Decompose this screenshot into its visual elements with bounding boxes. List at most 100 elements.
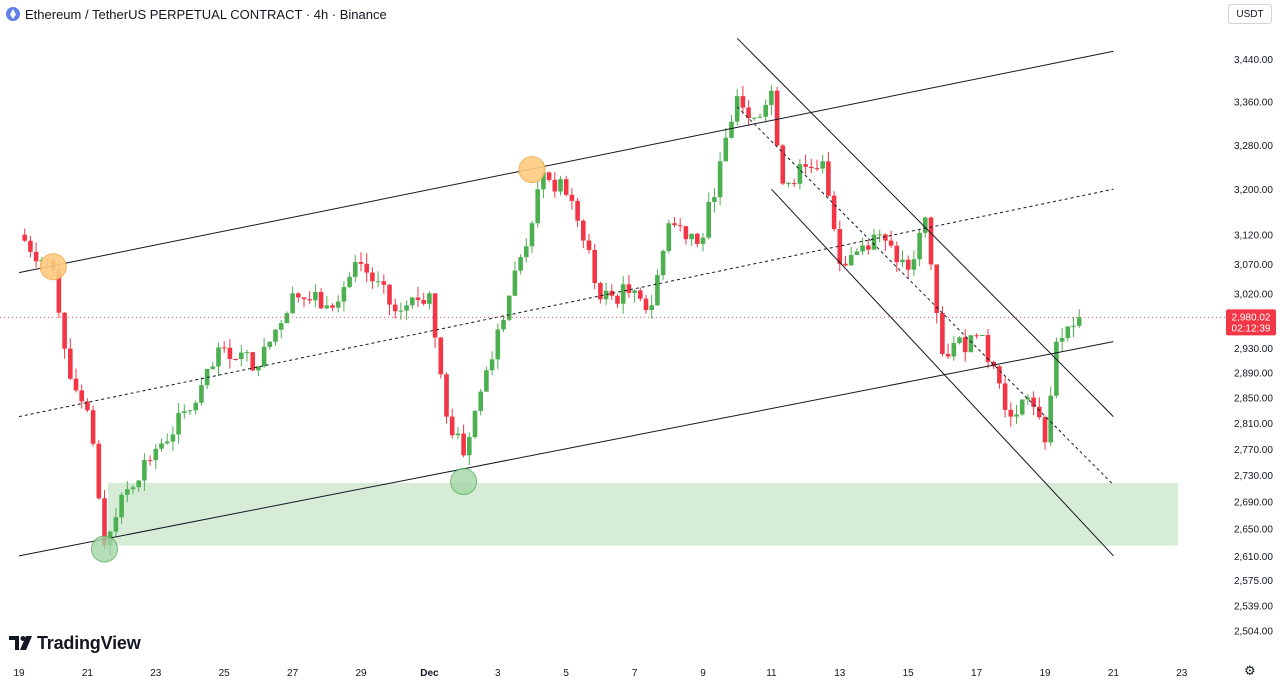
candle-body [677, 225, 683, 227]
candle-body [945, 353, 951, 357]
currency-button[interactable]: USDT [1228, 4, 1272, 24]
candle-body [774, 90, 780, 146]
tradingview-brand[interactable]: TradingView [9, 632, 141, 654]
candle-body [284, 313, 290, 324]
candle-body [455, 433, 461, 436]
candle-body [290, 293, 295, 314]
y-tick-label: 2,650.00 [1234, 524, 1273, 535]
candle-body [609, 290, 615, 296]
candle-body [484, 370, 489, 392]
candle-body [592, 249, 597, 284]
candle-body [56, 269, 62, 313]
candle-body [740, 96, 746, 108]
candle-body [467, 437, 472, 456]
ascending-channel-upper[interactable] [18, 50, 1114, 274]
candle-body [535, 189, 540, 224]
candle-body [187, 410, 193, 412]
candle-body [216, 347, 221, 367]
last-price-value: 2,980.02 [1232, 312, 1271, 323]
candle-body [991, 361, 996, 367]
descending-channel-lower[interactable] [771, 188, 1114, 557]
candle-body [962, 337, 968, 353]
y-tick-label: 3,440.00 [1234, 55, 1273, 66]
price-countdown: 02:12:39 [1232, 323, 1271, 334]
candle-body [780, 145, 786, 184]
descending-channel-middle[interactable] [736, 106, 1114, 486]
y-tick-label: 3,120.00 [1234, 231, 1273, 242]
candle-body [769, 90, 774, 105]
candle-body [546, 172, 552, 180]
candle-body [233, 358, 238, 360]
y-tick-label: 2,539.00 [1234, 601, 1273, 612]
candle-body [210, 366, 216, 369]
ascending-channel-middle[interactable] [18, 188, 1114, 418]
tradingview-wordmark: TradingView [37, 632, 141, 653]
candle-body [353, 262, 358, 277]
candle-body [324, 305, 330, 309]
candle-body [957, 337, 962, 343]
y-tick-label: 3,020.00 [1234, 289, 1273, 300]
candle-body [529, 223, 535, 247]
candle-body [860, 245, 865, 252]
candle-body [985, 334, 991, 362]
candle-body [73, 378, 79, 391]
candle-body [848, 255, 854, 266]
pivot-high-marker [39, 253, 67, 281]
candle-body [660, 250, 666, 276]
candle-body [518, 257, 523, 271]
ascending-channel-lower[interactable] [18, 341, 1114, 557]
candle-body [506, 295, 512, 320]
candle-body [1014, 414, 1019, 417]
candle-body [28, 240, 33, 252]
candle-body [683, 226, 689, 240]
x-tick-label: 21 [1108, 668, 1120, 679]
candle-body [1019, 399, 1025, 415]
candle-body [843, 263, 848, 266]
candle-body [478, 391, 483, 411]
descending-channel-upper[interactable] [736, 37, 1114, 417]
symbol-title[interactable]: Ethereum / TetherUS PERPETUAL CONTRACT ·… [25, 6, 387, 22]
candle-body [22, 234, 27, 241]
candle-body [415, 297, 421, 301]
x-tick-label: 19 [13, 668, 25, 679]
candle-body [239, 352, 244, 360]
y-tick-label: 2,850.00 [1234, 394, 1273, 405]
candle-body [398, 310, 404, 312]
candle-body [888, 240, 894, 246]
candle-body [1042, 417, 1048, 443]
candle-body [569, 194, 575, 201]
candle-body [125, 489, 130, 495]
candle-body [364, 263, 369, 273]
candle-body [501, 319, 506, 330]
candle-body [717, 161, 723, 198]
candle-body [335, 301, 341, 308]
candle-body [831, 195, 837, 230]
candle-body [871, 234, 877, 250]
gear-icon[interactable]: ⚙ [1244, 664, 1256, 679]
candle-body [256, 366, 261, 371]
y-tick-label: 2,810.00 [1234, 419, 1273, 430]
candle-body [438, 337, 444, 375]
candle-body [1008, 409, 1014, 417]
candle-body [273, 329, 278, 342]
candle-body [267, 341, 273, 347]
candle-body [421, 300, 426, 304]
candle-body [461, 433, 466, 456]
candle-body [307, 299, 312, 301]
candle-body [164, 441, 170, 444]
candle-body [541, 172, 546, 190]
candle-body [786, 183, 791, 185]
candle-body [695, 233, 700, 244]
candle-body [917, 232, 922, 260]
ethereum-icon [6, 7, 20, 21]
candle-body [581, 220, 586, 241]
x-tick-label: 21 [82, 668, 94, 679]
candle-body [512, 270, 518, 296]
candle-body [928, 217, 934, 265]
candle-body [358, 262, 364, 264]
x-tick-label: Dec [420, 668, 439, 679]
candle-body [1054, 341, 1059, 396]
candle-body [911, 259, 917, 270]
candle-body [375, 281, 381, 283]
